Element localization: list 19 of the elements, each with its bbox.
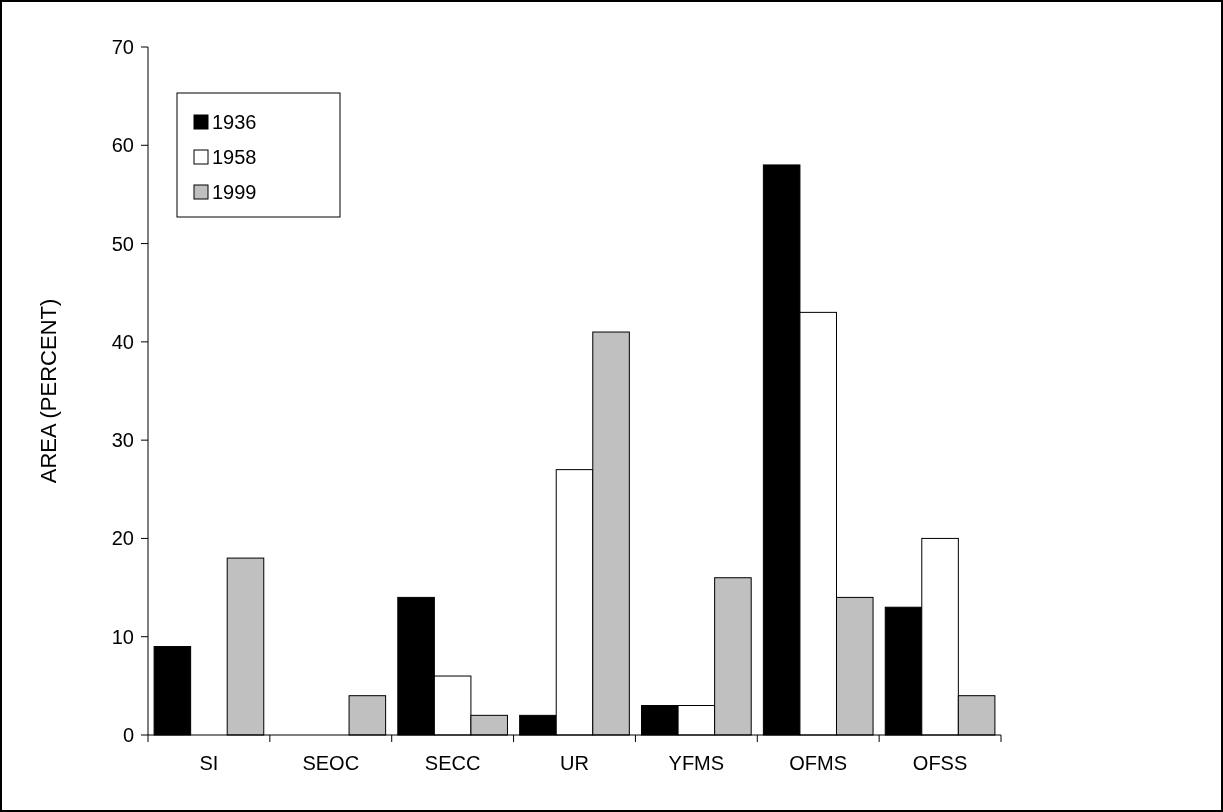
x-tick-label: UR bbox=[560, 752, 589, 774]
y-tick-label: 20 bbox=[111, 527, 134, 550]
x-tick-label: SI bbox=[199, 752, 219, 774]
legend-label: 1958 bbox=[212, 146, 257, 168]
legend-label: 1936 bbox=[212, 111, 257, 133]
y-tick-label: 60 bbox=[111, 134, 134, 157]
y-tick-label: 70 bbox=[111, 36, 134, 58]
y-tick-label: 10 bbox=[111, 625, 134, 648]
x-tick-label: YFMS bbox=[668, 752, 725, 774]
x-tick-label: SEOC bbox=[302, 752, 360, 774]
legend-label: 1999 bbox=[212, 181, 257, 203]
y-tick-label: 0 bbox=[122, 724, 134, 746]
x-tick-label: OFMS bbox=[789, 752, 848, 774]
y-tick-label: 50 bbox=[111, 232, 134, 255]
y-tick-label: 40 bbox=[111, 330, 134, 353]
x-tick-label: SECC bbox=[424, 752, 481, 774]
y-tick-label: 30 bbox=[111, 429, 134, 452]
x-tick-label: OFSS bbox=[912, 752, 968, 774]
y-axis-title: AREA (PERCENT) bbox=[36, 298, 61, 484]
